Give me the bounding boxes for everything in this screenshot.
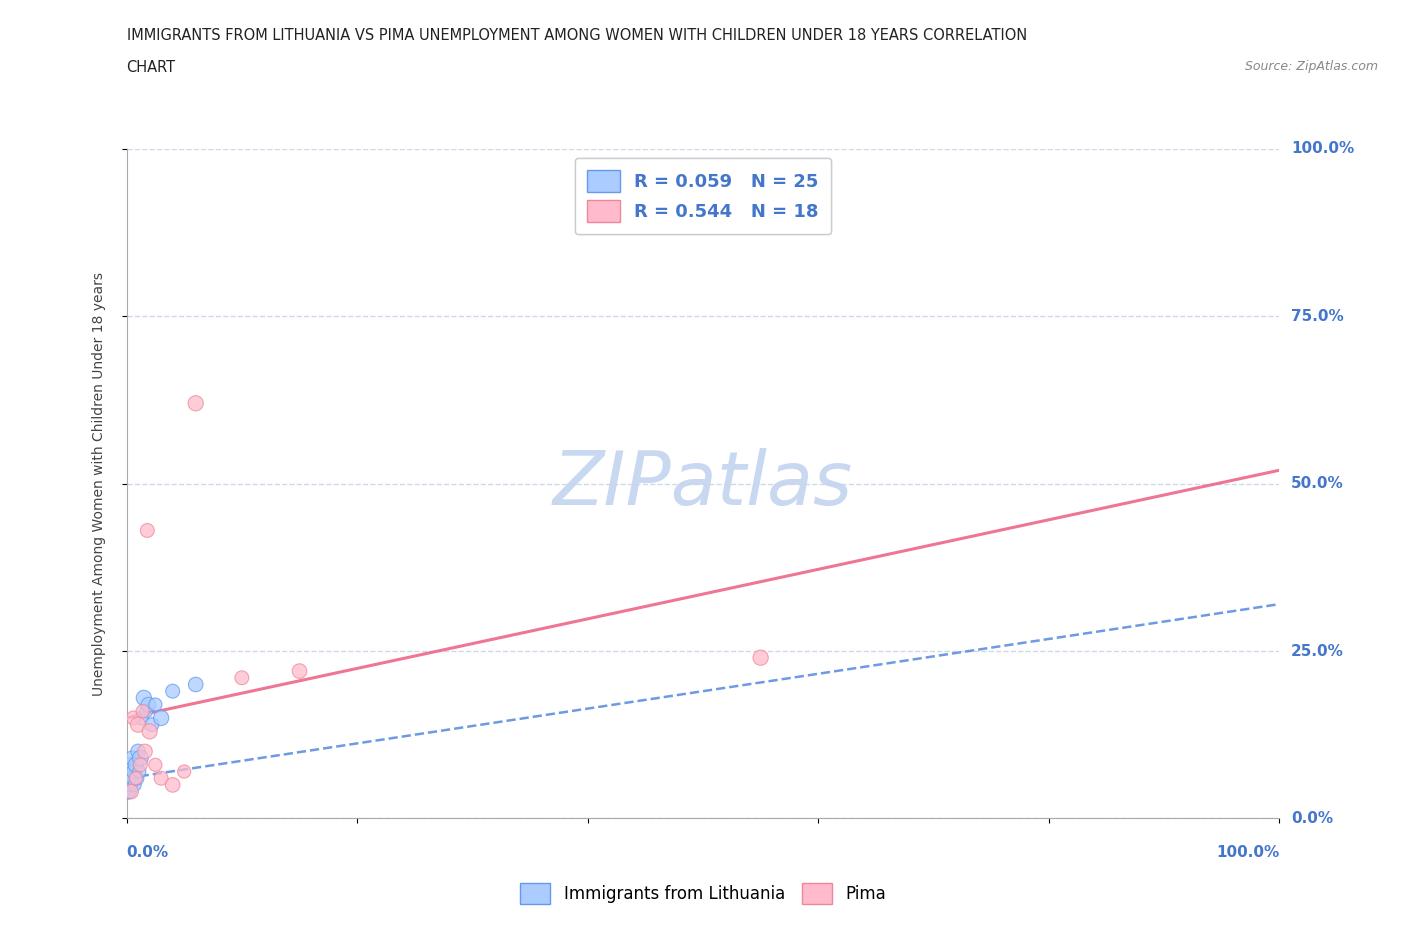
Point <box>145 757 166 772</box>
Point <box>118 784 141 799</box>
Point <box>118 777 141 792</box>
Text: 50.0%: 50.0% <box>1291 476 1344 491</box>
Point <box>125 771 148 786</box>
Text: Source: ZipAtlas.com: Source: ZipAtlas.com <box>1244 60 1378 73</box>
Point <box>141 717 163 732</box>
Text: 100.0%: 100.0% <box>1216 845 1279 860</box>
Point <box>125 771 148 786</box>
Point <box>121 771 143 786</box>
Point <box>807 175 830 190</box>
Legend: Immigrants from Lithuania, Pima: Immigrants from Lithuania, Pima <box>508 870 898 917</box>
Point <box>127 717 149 732</box>
Point <box>122 711 145 725</box>
Point <box>173 764 195 779</box>
Text: CHART: CHART <box>127 60 176 75</box>
Point <box>127 744 149 759</box>
Point <box>118 764 141 779</box>
Point <box>117 784 139 799</box>
Point <box>134 744 156 759</box>
Point <box>125 757 148 772</box>
Point <box>231 671 253 685</box>
Text: 0.0%: 0.0% <box>1291 811 1333 826</box>
Point <box>131 704 153 719</box>
Point <box>129 751 152 765</box>
Point <box>145 698 166 712</box>
Text: 25.0%: 25.0% <box>1291 644 1344 658</box>
Legend: R = 0.059   N = 25, R = 0.544   N = 18: R = 0.059 N = 25, R = 0.544 N = 18 <box>575 158 831 234</box>
Point <box>120 784 142 799</box>
Point <box>162 777 184 792</box>
Point <box>129 757 152 772</box>
Point <box>118 771 141 786</box>
Point <box>135 704 157 719</box>
Point <box>150 771 173 786</box>
Point <box>136 523 159 538</box>
Point <box>150 711 173 725</box>
Point <box>122 764 145 779</box>
Point <box>124 777 146 792</box>
Point <box>138 698 160 712</box>
Point <box>131 711 153 725</box>
Point <box>121 751 143 765</box>
Point <box>128 764 150 779</box>
Point <box>184 396 207 411</box>
Text: 75.0%: 75.0% <box>1291 309 1344 324</box>
Point <box>120 777 142 792</box>
Point <box>184 677 207 692</box>
Text: ZIPatlas: ZIPatlas <box>553 447 853 520</box>
Point <box>162 684 184 698</box>
Point <box>120 757 142 772</box>
Point <box>749 650 772 665</box>
Y-axis label: Unemployment Among Women with Children Under 18 years: Unemployment Among Women with Children U… <box>91 272 105 696</box>
Point <box>288 664 311 679</box>
Point <box>132 690 155 705</box>
Text: IMMIGRANTS FROM LITHUANIA VS PIMA UNEMPLOYMENT AMONG WOMEN WITH CHILDREN UNDER 1: IMMIGRANTS FROM LITHUANIA VS PIMA UNEMPL… <box>127 28 1026 43</box>
Text: 0.0%: 0.0% <box>127 845 169 860</box>
Text: 100.0%: 100.0% <box>1291 141 1354 156</box>
Point <box>138 724 160 738</box>
